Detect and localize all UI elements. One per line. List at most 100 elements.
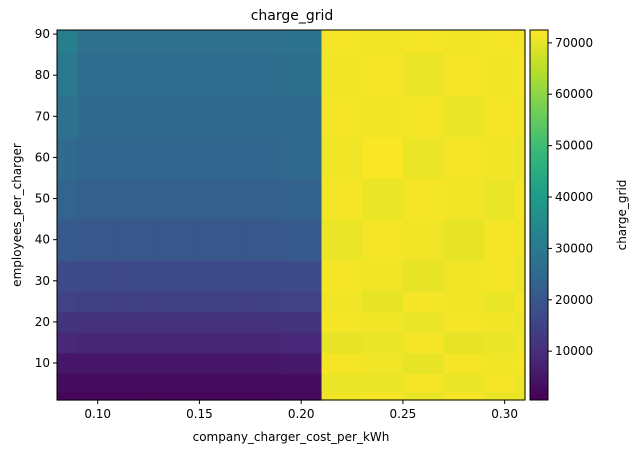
heatmap-cell <box>443 352 485 374</box>
heatmap-cell <box>118 95 160 138</box>
heatmap-cell <box>402 95 445 138</box>
heatmap-cell <box>321 136 363 179</box>
heatmap-cell <box>280 391 323 401</box>
heatmap-cell <box>280 219 323 261</box>
heatmap-cell <box>443 260 485 292</box>
heatmap-cell <box>484 178 516 220</box>
heatmap-cell <box>240 219 282 261</box>
heatmap-cell <box>321 373 363 393</box>
heatmap-cell <box>514 260 526 292</box>
heatmap-cell <box>57 311 78 333</box>
heatmap-cell <box>484 136 516 179</box>
heatmap-cell <box>199 332 241 354</box>
heatmap-cell <box>240 391 282 401</box>
heatmap-cell <box>77 136 119 179</box>
heatmap-cell <box>57 332 78 354</box>
heatmap-cell <box>443 391 485 401</box>
heatmap-cell <box>199 291 241 313</box>
heatmap-cell <box>118 352 160 374</box>
heatmap-cell <box>321 260 363 292</box>
heatmap-cell <box>514 352 526 374</box>
heatmap-cell <box>321 52 363 97</box>
heatmap-cell <box>484 352 516 374</box>
heatmap-cell <box>280 260 323 292</box>
heatmap-cell <box>199 352 241 374</box>
y-tick-label: 40 <box>35 233 50 247</box>
heatmap-cell <box>199 219 241 261</box>
y-tick-label: 90 <box>35 27 50 41</box>
colorbar-gradient <box>529 29 549 401</box>
x-tick-label: 0.25 <box>390 407 417 421</box>
y-tick-label: 20 <box>35 315 50 329</box>
x-tick-label: 0.10 <box>84 407 111 421</box>
heatmap-cell <box>77 373 119 393</box>
heatmap-cell <box>362 30 404 54</box>
heatmap-cell <box>199 30 241 54</box>
heatmap-cell <box>118 291 160 313</box>
heatmap-cell <box>402 136 445 179</box>
y-tick-label: 30 <box>35 274 50 288</box>
heatmap-cell <box>362 311 404 333</box>
heatmap-cell <box>158 352 201 374</box>
heatmap-cell <box>57 136 78 179</box>
heatmap-cell <box>158 311 201 333</box>
heatmap-cell <box>514 95 526 138</box>
heatmap-cell <box>484 30 516 54</box>
heatmap-cell <box>77 311 119 333</box>
heatmap-cell <box>280 311 323 333</box>
heatmap-cell <box>443 291 485 313</box>
heatmap-cell <box>158 373 201 393</box>
heatmap-cell <box>362 332 404 354</box>
heatmap-cell <box>199 391 241 401</box>
heatmap-cell <box>443 332 485 354</box>
heatmap-cell <box>118 311 160 333</box>
heatmap-cell <box>514 30 526 54</box>
heatmap-cell <box>362 95 404 138</box>
heatmap-cell <box>57 30 78 54</box>
heatmap-cell <box>402 260 445 292</box>
heatmap-cell <box>321 391 363 401</box>
heatmap-cell <box>514 178 526 220</box>
heatmap-cell <box>514 52 526 97</box>
heatmap-cell <box>118 30 160 54</box>
y-tick-label: 70 <box>35 109 50 123</box>
heatmap-cell <box>158 95 201 138</box>
heatmap-cell <box>362 52 404 97</box>
heatmap-cell <box>240 178 282 220</box>
heatmap-cells <box>57 30 526 401</box>
heatmap-cell <box>443 136 485 179</box>
heatmap-cell <box>77 332 119 354</box>
heatmap-cell <box>443 30 485 54</box>
x-axis-ticks: 0.10 0.15 0.20 0.25 0.30 <box>84 400 518 421</box>
heatmap-cell <box>57 52 78 97</box>
heatmap-cell <box>77 52 119 97</box>
heatmap-cell <box>362 391 404 401</box>
colorbar-tick-label: 30000 <box>555 241 593 255</box>
chart-title: charge_grid <box>251 8 334 24</box>
heatmap-cell <box>280 95 323 138</box>
heatmap-cell <box>158 52 201 97</box>
colorbar-ticks: 10000 20000 30000 40000 50000 60000 70000 <box>548 36 593 358</box>
y-tick-label: 80 <box>35 68 50 82</box>
heatmap-cell <box>118 52 160 97</box>
heatmap-cell <box>240 30 282 54</box>
heatmap-cell <box>240 136 282 179</box>
y-axis-ticks: 10 20 30 40 50 60 70 80 90 <box>35 27 57 370</box>
heatmap-cell <box>484 332 516 354</box>
heatmap-cell <box>280 178 323 220</box>
heatmap-cell <box>514 136 526 179</box>
heatmap-cell <box>77 30 119 54</box>
heatmap-cell <box>118 219 160 261</box>
heatmap-cell <box>280 30 323 54</box>
heatmap-cell <box>321 291 363 313</box>
heatmap-cell <box>57 391 78 401</box>
heatmap-cell <box>118 178 160 220</box>
heatmap-cell <box>240 352 282 374</box>
heatmap-cell <box>402 178 445 220</box>
heatmap-cell <box>118 373 160 393</box>
heatmap-cell <box>57 373 78 393</box>
heatmap-cell <box>158 291 201 313</box>
heatmap-cell <box>362 291 404 313</box>
heatmap-cell <box>484 260 516 292</box>
heatmap-cell <box>57 260 78 292</box>
